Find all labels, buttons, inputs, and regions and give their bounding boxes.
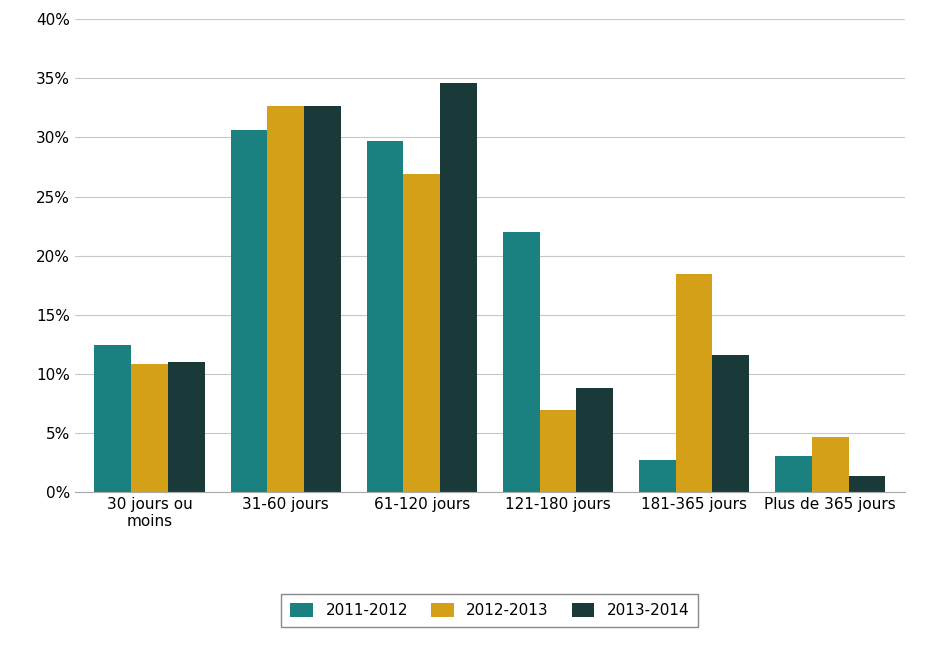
Bar bbox=[675, 274, 713, 492]
Bar bbox=[440, 83, 477, 492]
Bar bbox=[304, 105, 341, 492]
Bar bbox=[848, 476, 885, 492]
Bar bbox=[539, 410, 577, 492]
Bar bbox=[812, 437, 848, 492]
Bar bbox=[403, 174, 440, 492]
Bar bbox=[94, 345, 132, 492]
Bar bbox=[713, 355, 749, 492]
Bar bbox=[577, 388, 613, 492]
Bar bbox=[132, 364, 168, 492]
Bar bbox=[267, 105, 304, 492]
Bar bbox=[168, 362, 204, 492]
Bar bbox=[503, 232, 539, 492]
Bar bbox=[775, 456, 812, 492]
Bar bbox=[639, 460, 675, 492]
Legend: 2011-2012, 2012-2013, 2013-2014: 2011-2012, 2012-2013, 2013-2014 bbox=[281, 594, 699, 627]
Bar bbox=[230, 131, 267, 492]
Bar bbox=[367, 141, 403, 492]
